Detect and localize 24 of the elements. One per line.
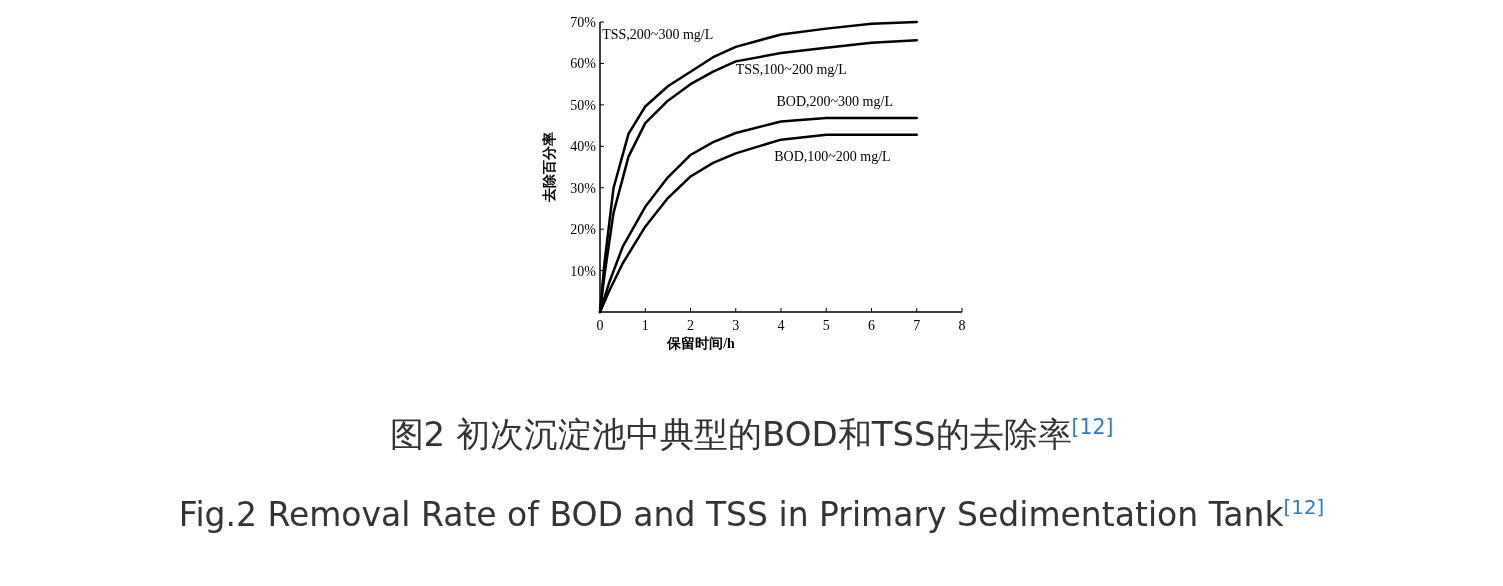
x-tick-label: 4 [777, 318, 785, 333]
x-tick-label: 3 [732, 318, 740, 333]
y-tick-label: 40% [570, 139, 597, 155]
x-tick-label: 2 [687, 318, 694, 333]
y-tick-label: 30% [570, 180, 597, 196]
series-label: BOD,200~300 mg/L [776, 93, 893, 109]
text: Fig.2 Removal Rate of BOD and TSS in Primary Sedimentation Tank$^{[12]}$ [177, 495, 1326, 534]
y-tick-label: 70% [570, 15, 597, 30]
series-label: TSS,100~200 mg/L [735, 61, 847, 77]
x-tick-label: 7 [913, 318, 921, 333]
series-label: TSS,200~300 mg/L [602, 26, 714, 42]
x-axis-title: 保留时间/h [666, 336, 736, 351]
text: 图2 初次沉淀池中典型的BOD和TSS的去除率$^{[12]}$ [388, 413, 1115, 456]
x-tick-label: 0 [596, 318, 604, 333]
y-tick-label: 10% [570, 263, 597, 279]
y-tick-label: 60% [570, 56, 597, 72]
series-label: BOD,100~200 mg/L [774, 148, 891, 164]
x-tick-label: 6 [868, 318, 875, 333]
y-axis-title: 去除百分率 [541, 132, 557, 203]
y-tick-label: 20% [570, 222, 597, 238]
x-tick-label: 1 [641, 318, 649, 333]
y-tick-label: 50% [570, 97, 597, 113]
x-tick-label: 8 [958, 318, 966, 333]
x-tick-label: 5 [822, 318, 830, 333]
